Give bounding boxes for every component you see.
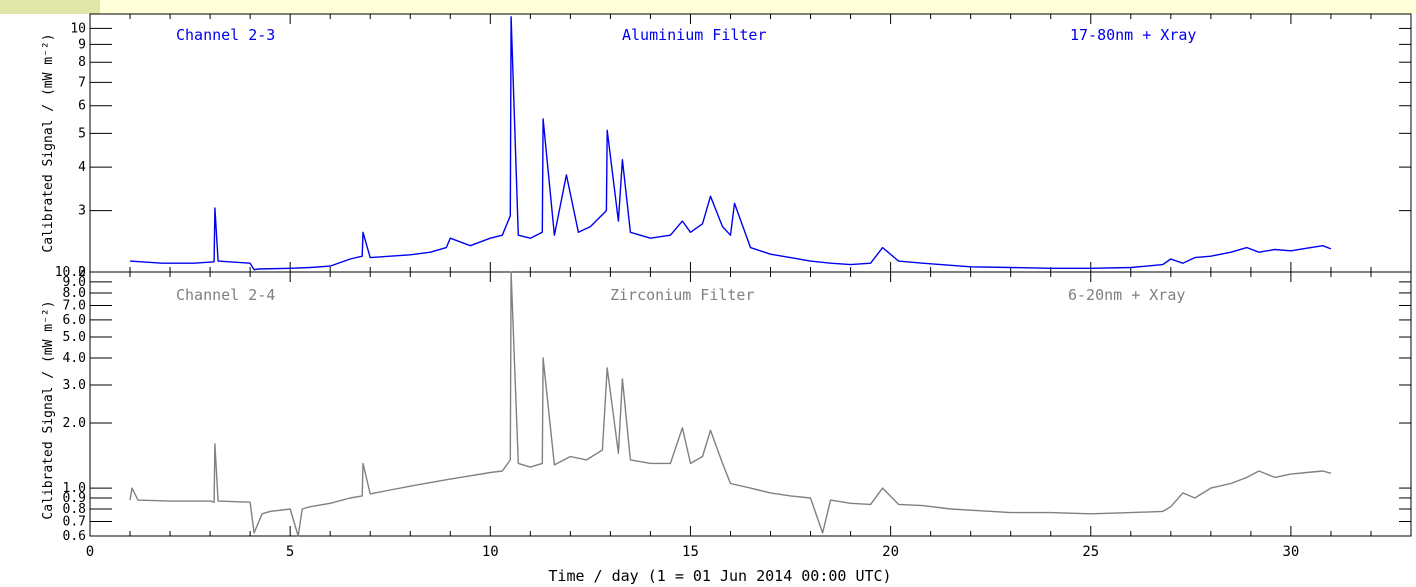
bottom-ytick-label: 10.0	[55, 265, 86, 280]
top-ytick-label: 10	[70, 21, 86, 36]
xtick-label: 20	[882, 544, 899, 560]
bottom-ytick-label: 1.0	[63, 481, 86, 496]
top-band-label: 17-80nm + Xray	[1070, 26, 1196, 44]
window-top-strip	[0, 0, 1416, 14]
bottom-ytick-label: 8.0	[63, 286, 86, 301]
top-ytick-label: 8	[78, 55, 86, 70]
bottom-ytick-label: 4.0	[63, 351, 86, 366]
window-top-tab	[0, 0, 100, 14]
xtick-label: 0	[86, 544, 94, 560]
top-ytick-label: 2	[78, 265, 86, 280]
bottom-ytick-label: 5.0	[63, 330, 86, 345]
xtick-label: 15	[682, 544, 699, 560]
bottom-ytick-label: 0.9	[63, 491, 86, 506]
bottom-panel: 0.60.70.80.91.02.03.04.05.06.07.08.09.01…	[41, 265, 1412, 585]
top-channel-label: Channel 2-3	[176, 26, 275, 44]
bottom-plot-frame	[89, 271, 1412, 537]
top-series-line	[129, 16, 1332, 271]
bottom-channel-label: Channel 2-4	[176, 286, 275, 304]
top-ytick-label: 6	[78, 99, 86, 114]
xtick-label: 10	[482, 544, 499, 560]
top-axis-ticks: 2 3 4 5 6 7 8 910	[70, 14, 1412, 280]
bottom-ytick-label: 6.0	[63, 313, 86, 328]
top-ytick-label: 7	[78, 75, 86, 90]
top-ytick-label: 4	[78, 160, 86, 175]
bottom-ytick-label: 0.8	[63, 502, 86, 517]
bottom-ytick-label: 9.0	[63, 275, 86, 290]
top-ytick-label: 5	[78, 126, 86, 141]
bottom-ytick-label: 0.6	[63, 529, 86, 544]
top-filter-label: Aluminium Filter	[622, 26, 767, 44]
top-ytick-label: 3	[78, 204, 86, 219]
bottom-filter-label: Zirconium Filter	[610, 286, 755, 304]
bottom-series-group	[129, 271, 1332, 537]
top-ytick-label: 9	[78, 37, 86, 52]
xtick-label: 25	[1082, 544, 1099, 560]
top-series-group	[129, 16, 1332, 271]
bottom-ytick-label: 2.0	[63, 416, 86, 431]
bottom-ytick-label: 3.0	[63, 378, 86, 393]
top-y-axis-label: Calibrated Signal / (mW m⁻²)	[41, 33, 56, 252]
bottom-band-label: 6-20nm + Xray	[1068, 286, 1185, 304]
top-plot-frame	[89, 13, 1412, 273]
bottom-ytick-label: 0.7	[63, 515, 86, 530]
bottom-axis-ticks: 0.60.70.80.91.02.03.04.05.06.07.08.09.01…	[55, 265, 1412, 560]
bottom-y-axis-label: Calibrated Signal / (mW m⁻²)	[41, 300, 56, 519]
x-axis-label: Time / day (1 = 01 Jun 2014 00:00 UTC)	[548, 567, 891, 585]
bottom-series-line	[129, 271, 1332, 537]
xtick-label: 5	[286, 544, 294, 560]
xtick-label: 30	[1282, 544, 1299, 560]
bottom-ytick-label: 7.0	[63, 298, 86, 313]
